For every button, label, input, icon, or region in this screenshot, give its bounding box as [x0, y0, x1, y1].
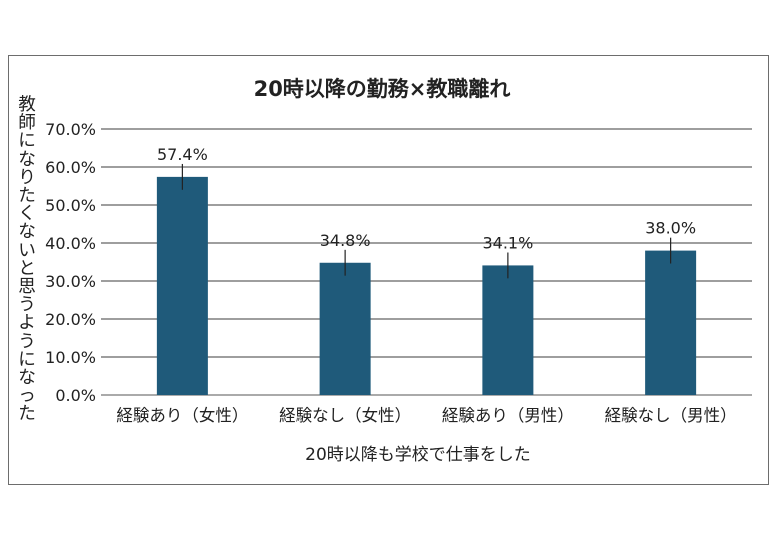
- data-label: 34.8%: [320, 231, 371, 250]
- y-tick-label: 60.0%: [45, 158, 96, 177]
- error-bars: [181, 163, 672, 279]
- y-tick-label: 10.0%: [45, 348, 96, 367]
- bar: [156, 176, 208, 395]
- y-axis-label: 教師になりたくないと思うようになった: [18, 95, 36, 425]
- x-tick-label: 経験あり（女性）: [116, 406, 248, 425]
- bar: [319, 262, 371, 395]
- chart-title: 20時以降の勤務×教職離れ: [254, 77, 511, 101]
- bar: [482, 265, 534, 395]
- data-label: 34.1%: [482, 234, 533, 253]
- y-tick-label: 50.0%: [45, 196, 96, 215]
- chart-frame: [8, 55, 769, 485]
- bars: [156, 176, 697, 395]
- x-tick-label: 経験なし（女性）: [279, 406, 411, 425]
- x-tick-label: 経験なし（男性）: [605, 406, 737, 425]
- y-tick-label: 0.0%: [55, 386, 96, 405]
- y-tick-labels: 0.0% 10.0% 20.0% 30.0% 40.0% 50.0% 60.0% 70.0%: [45, 120, 96, 405]
- bar: [645, 250, 697, 395]
- y-tick-label: 30.0%: [45, 272, 96, 291]
- y-tick-label: 20.0%: [45, 310, 96, 329]
- x-tick-label: 経験あり（男性）: [442, 406, 574, 425]
- x-tick-labels: 経験あり（女性） 経験なし（女性） 経験あり（男性） 経験なし（男性）: [116, 406, 736, 425]
- data-labels: 57.4% 34.8% 34.1% 38.0%: [157, 145, 696, 253]
- y-tick-label: 70.0%: [45, 120, 96, 139]
- gridlines: [101, 128, 752, 396]
- y-tick-label: 40.0%: [45, 234, 96, 253]
- x-axis-label: 20時以降も学校で仕事をした: [305, 445, 531, 465]
- data-label: 57.4%: [157, 145, 208, 164]
- data-label: 38.0%: [645, 219, 696, 238]
